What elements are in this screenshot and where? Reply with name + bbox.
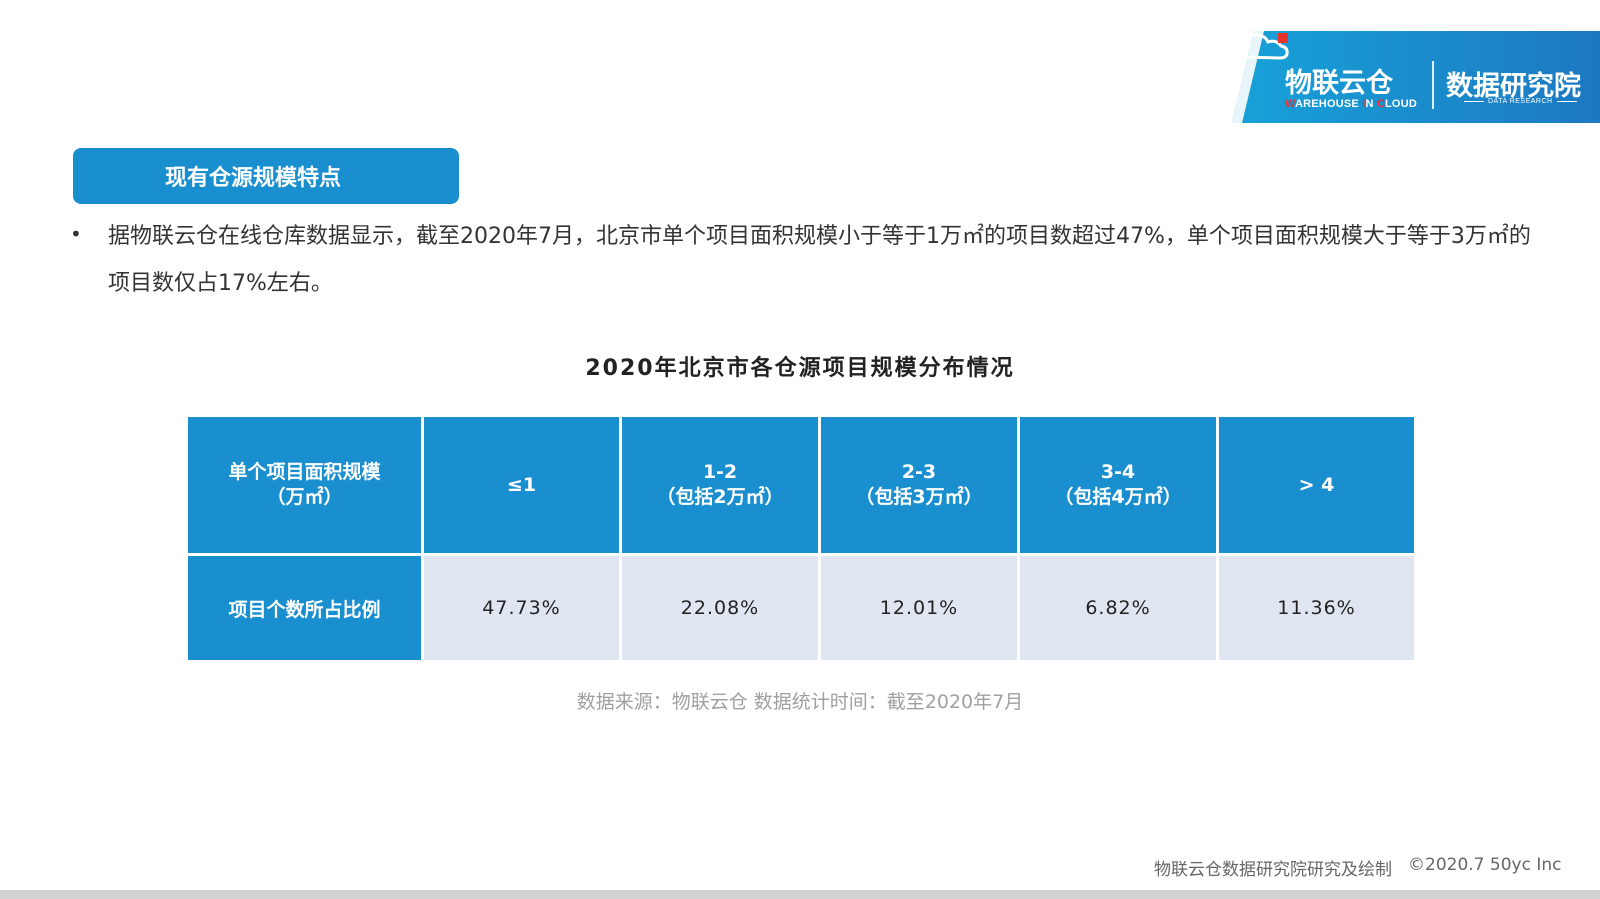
logo-divider — [1432, 61, 1434, 109]
bullet-icon: • — [70, 222, 82, 246]
footer-credit: 物联云仓数据研究院研究及绘制 — [1154, 860, 1392, 880]
logo-brand-en: WAREHOUSE IN CLOUD — [1285, 98, 1417, 110]
scale-distribution-table: 单个项目面积规模 （万㎡） ≤1 1-2 （包括2万㎡） 2-3 （包括3万㎡）… — [185, 414, 1417, 663]
header-cell-gt4: > 4 — [1216, 414, 1417, 556]
table-title: 2020年北京市各仓源项目规模分布情况 — [585, 356, 1015, 381]
table-row: 项目个数所占比例 47.73% 22.08% 12.01% 6.82% 11.3… — [185, 553, 1417, 663]
header-cell-3-4: 3-4 （包括4万㎡） — [1017, 414, 1219, 556]
footer-bar — [0, 890, 1600, 899]
section-title: 现有仓源规模特点 — [73, 148, 459, 204]
logo-research-en: DATA RESEARCH — [1460, 98, 1581, 105]
logo-research-cn: 数据研究院 — [1446, 71, 1581, 102]
bullet-text: 据物联云仓在线仓库数据显示，截至2020年7月，北京市单个项目面积规模小于等于1… — [108, 224, 1531, 296]
row-label: 项目个数所占比例 — [185, 553, 424, 663]
value-cell: 6.82% — [1017, 553, 1219, 663]
value-cell: 12.01% — [818, 553, 1020, 663]
header-cell-1-2: 1-2 （包括2万㎡） — [619, 414, 821, 556]
footer-copyright: ©2020.7 50yc Inc — [1408, 855, 1562, 875]
header-cell-le1: ≤1 — [421, 414, 622, 556]
source-note: 数据来源：物联云仓 数据统计时间：截至2020年7月 — [576, 691, 1024, 713]
value-cell: 11.36% — [1216, 553, 1417, 663]
cloud-icon — [1233, 33, 1289, 60]
logo-brand-cn: 物联云仓 — [1285, 68, 1393, 99]
header-cell-scale: 单个项目面积规模 （万㎡） — [185, 414, 424, 556]
brand-logo-banner: 物联云仓 WAREHOUSE IN CLOUD 数据研究院 DATA RESEA… — [1232, 31, 1600, 123]
value-cell: 47.73% — [421, 553, 622, 663]
table-header-row: 单个项目面积规模 （万㎡） ≤1 1-2 （包括2万㎡） 2-3 （包括3万㎡）… — [185, 414, 1417, 556]
value-cell: 22.08% — [619, 553, 821, 663]
header-cell-2-3: 2-3 （包括3万㎡） — [818, 414, 1020, 556]
